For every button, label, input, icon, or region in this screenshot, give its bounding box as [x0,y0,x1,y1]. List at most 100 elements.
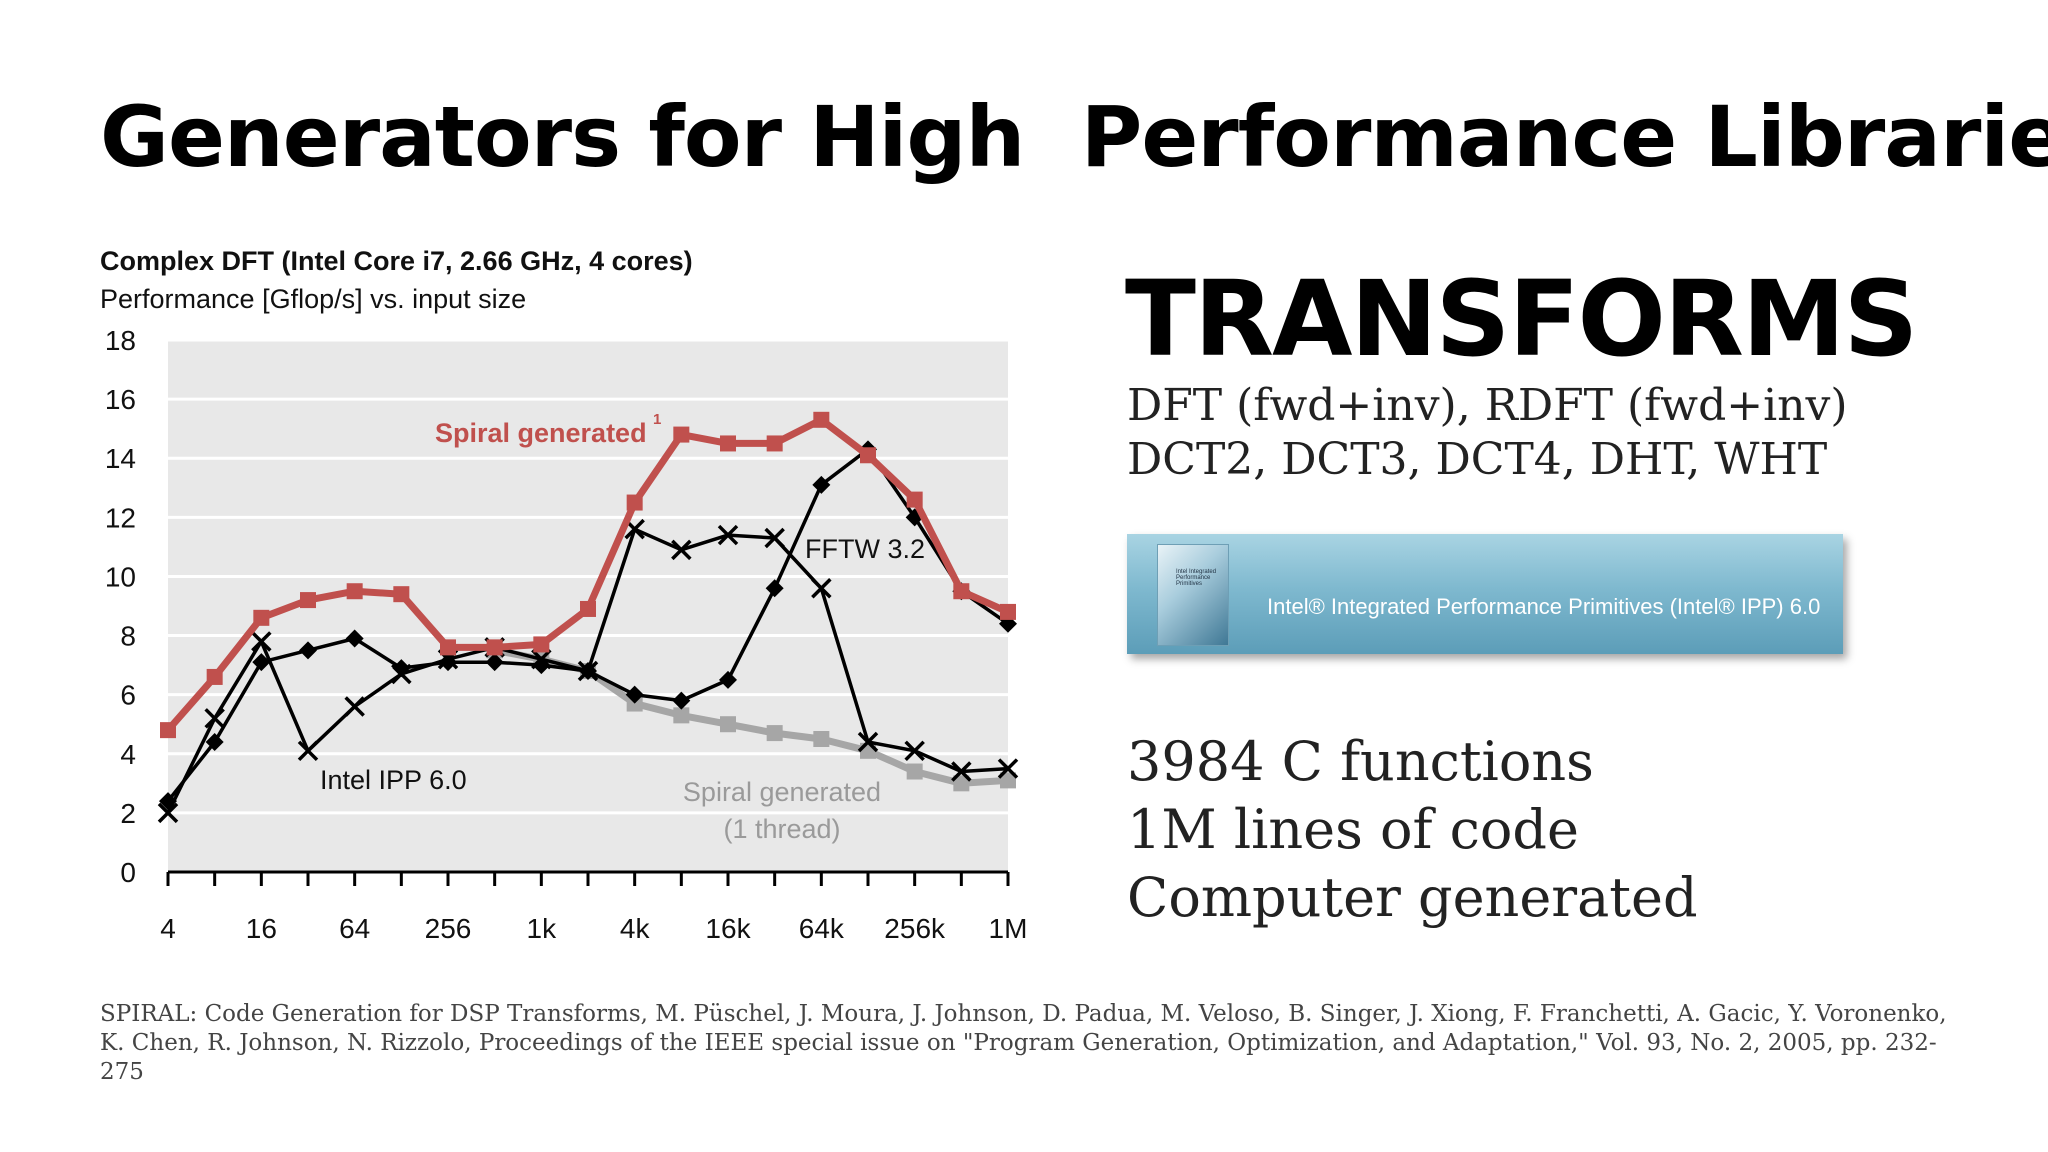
x-tick-label: 1M [989,913,1028,944]
data-point [1000,603,1016,620]
transforms-line-2: DCT2, DCT3, DCT4, DHT, WHT [1127,434,1828,485]
data-point [953,775,970,792]
y-tick-label: 12 [105,502,136,533]
series-label-spiral-1thread-line2: (1 thread) [723,814,840,844]
data-point [906,491,923,508]
data-point [345,629,364,648]
ipp-box-label: Intel Integrated Performance Primitives [1176,569,1217,587]
y-tick-label: 18 [105,325,136,356]
data-point [532,656,551,675]
data-point [533,636,550,653]
data-point [673,707,690,724]
data-point [253,609,270,626]
data-point [811,578,832,599]
data-point [346,583,363,600]
ipp-banner-text: Intel® Integrated Performance Primitives… [1267,594,1821,619]
data-point [812,475,831,494]
y-tick-label: 6 [120,680,136,711]
series-labels: Spiral generated 1 FFTW 3.2 Intel IPP 6.0 Sp… [320,411,925,844]
ipp-banner: Intel Integrated Performance Primitives … [1127,534,1843,654]
data-point [953,583,970,600]
data-point [720,435,736,452]
series-label-ipp: Intel IPP 6.0 [320,765,467,795]
transforms-heading: TRANSFORMS [1125,258,1918,380]
transforms-line-1: DFT (fwd+inv), RDFT (fwd+inv) [1127,380,1848,431]
x-tick-label: 4 [160,913,176,944]
data-point [300,592,316,609]
citation: SPIRAL: Code Generation for DSP Transfor… [100,1001,1947,1085]
data-point [671,539,692,561]
series-layer [157,411,1019,824]
data-point [160,722,176,739]
data-point [159,792,177,811]
y-tick-label: 2 [120,798,136,829]
data-point [439,653,457,672]
data-point [252,653,271,672]
data-point [720,716,736,733]
data-point [206,668,223,685]
series-label-spiral-superscript: 1 [653,411,661,428]
stat-lines-of-code: 1M lines of code [1127,798,1579,861]
data-point [951,761,972,782]
series-label-spiral: Spiral generated [435,418,647,448]
data-point [997,758,1019,779]
series-0 [160,411,1016,739]
series-label-fftw: FFTW 3.2 [805,534,925,564]
data-point [344,696,365,717]
y-tick-label: 10 [105,561,136,592]
data-point [204,708,225,729]
data-point [717,524,739,546]
x-tick-label: 4k [620,913,651,944]
data-point [486,639,503,656]
data-point [579,662,597,681]
series-label-spiral-1thread: Spiral generated [683,777,881,807]
data-point [625,685,644,704]
data-point [764,527,785,549]
data-point [205,732,224,751]
data-point [765,579,784,598]
x-tick-label: 16 [246,913,277,944]
axes: 0 2 4 6 8 10 12 14 16 18 4 16 64 256 1k 4k 16k 64k 256k 1M [105,325,1028,944]
data-point [299,641,317,660]
y-tick-label: 8 [120,621,136,652]
x-tick-label: 256 [425,913,472,944]
data-point [580,600,596,617]
slide-title: Generators for High Performance Librarie… [100,88,2048,186]
data-point [626,494,643,511]
x-tick-label: 64k [799,913,845,944]
data-point [251,631,272,652]
data-point [1000,772,1016,789]
y-tick-label: 4 [120,739,136,770]
y-tick-label: 0 [120,857,136,888]
data-point [904,740,925,762]
stat-functions: 3984 C functions [1127,730,1594,793]
data-point [906,763,923,780]
chart-subtitle: Performance [Gflop/s] vs. input size [100,284,527,314]
data-point [766,725,783,742]
y-tick-label: 16 [105,384,136,415]
data-point [813,731,830,747]
grid-lines [168,338,1008,815]
stat-computer-generated: Computer generated [1127,866,1698,929]
data-point [719,670,737,689]
data-point [766,435,783,452]
ipp-product-box-image: Intel Integrated Performance Primitives [1157,544,1229,646]
data-point [860,447,876,464]
data-point [905,508,924,527]
data-point [485,653,504,672]
x-tick-label: 1k [527,913,558,944]
y-tick-label: 14 [105,443,136,474]
data-point [673,426,690,443]
data-point [440,639,456,656]
data-point [392,659,411,678]
data-point [157,802,179,824]
chart-title: Complex DFT (Intel Core i7, 2.66 GHz, 4 … [100,246,693,276]
data-point [813,411,830,428]
data-point [857,731,879,753]
x-tick-label: 64 [339,913,370,944]
x-tick-label: 16k [705,913,751,944]
data-point [672,691,691,710]
data-point [393,586,410,603]
data-point [297,740,319,762]
